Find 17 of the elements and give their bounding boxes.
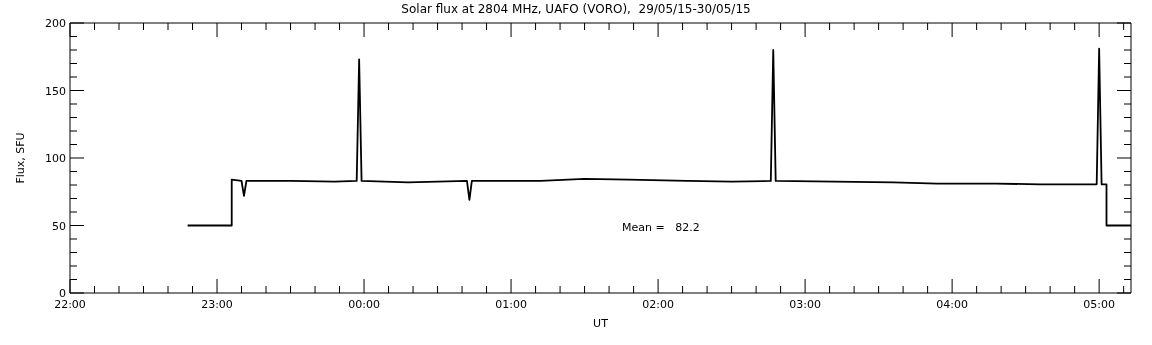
x-axis-title: UT bbox=[593, 317, 609, 330]
x-tick-label: 23:00 bbox=[201, 298, 233, 311]
y-tick-label: 150 bbox=[45, 84, 66, 98]
x-tick-label: 22:00 bbox=[54, 298, 86, 311]
y-axis-title: Flux, SFU bbox=[13, 132, 27, 184]
x-tick-label: 03:00 bbox=[789, 298, 821, 311]
annotation: Mean = 82.2 bbox=[622, 221, 700, 234]
y-tick-label: 100 bbox=[45, 152, 66, 165]
x-tick-label: 05:00 bbox=[1083, 298, 1115, 311]
y-tick-label: 50 bbox=[52, 219, 66, 233]
x-tick-label: 01:00 bbox=[495, 298, 527, 311]
x-tick-label: 02:00 bbox=[642, 298, 674, 311]
chart-title: Solar flux at 2804 MHz, UAFO (VORO), 29/05/15-30/05/15 bbox=[400, 2, 752, 16]
x-tick-label: 04:00 bbox=[936, 298, 968, 311]
x-tick-label: 00:00 bbox=[348, 298, 380, 311]
y-tick-label: 200 bbox=[45, 17, 66, 30]
y-tick-label: 0 bbox=[59, 287, 66, 300]
